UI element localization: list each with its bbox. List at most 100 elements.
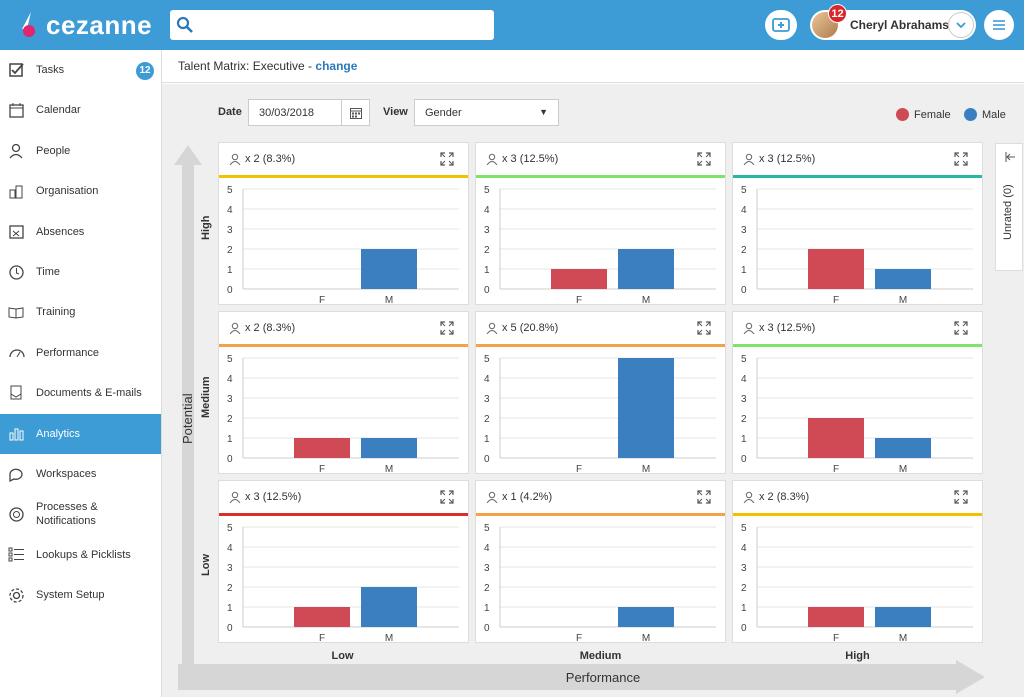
expand-icon[interactable] [954,152,968,166]
y-tick-label: 4 [227,205,233,216]
sidebar-item-absences[interactable]: Absences [0,212,161,252]
search-icon [176,16,193,33]
gear-icon [7,586,25,604]
sidebar-item-label: Processes & Notifications [36,500,98,528]
x-tick-label: M [642,464,650,473]
cell-header: x 3 (12.5%) [219,481,468,514]
chevron-down-icon[interactable] [948,12,974,38]
person-icon [743,322,755,334]
person-icon [229,153,241,165]
cell-bar-chart: 0 1 2 3 4 5 F M [741,185,973,304]
expand-icon[interactable] [440,490,454,504]
sidebar-item-workspaces[interactable]: Workspaces [0,454,161,494]
sidebar-item-people[interactable]: People [0,131,161,171]
people-icon [7,142,25,160]
male-bar[interactable] [875,438,931,458]
sidebar-item-label: Tasks [36,64,65,76]
female-bar[interactable] [808,607,864,627]
user-name: Cheryl Abrahams [850,18,949,32]
cell-accent-line [219,513,468,516]
sidebar-item-organisation[interactable]: Organisation [0,171,161,211]
female-swatch [896,108,909,121]
sidebar-item-analytics[interactable]: Analytics [0,413,161,454]
male-bar[interactable] [875,269,931,289]
expand-icon[interactable] [954,321,968,335]
sidebar-item-system-setup[interactable]: System Setup [0,575,161,615]
sidebar-item-documents-e-mails[interactable]: Documents & E-mails [0,373,161,413]
add-widget-button[interactable] [765,10,797,40]
female-bar[interactable] [294,607,350,627]
sidebar-item-lookups-picklists[interactable]: Lookups & Picklists [0,535,161,575]
collapse-left-icon[interactable] [1005,152,1015,162]
y-tick-label: 2 [227,414,233,425]
tasks-count-badge: 12 [136,62,154,80]
cell-header: x 1 (4.2%) [476,481,725,514]
y-tick-label: 5 [741,185,747,196]
male-bar[interactable] [618,607,674,627]
y-tick-label: 0 [484,623,490,634]
y-tick-label: 5 [227,523,233,534]
cell-header: x 3 (12.5%) [476,143,725,176]
male-bar[interactable] [361,587,417,627]
page-title: Talent Matrix: Executive - [178,59,316,73]
sidebar-item-performance[interactable]: Performance [0,333,161,373]
male-bar[interactable] [361,438,417,458]
y-tick-label: 0 [227,285,233,296]
col-label-high: High [845,650,870,662]
y-tick-label: 5 [484,523,490,534]
cell-bar-chart: 0 1 2 3 4 5 F M [227,523,459,642]
top-bar: cezanne 12 Cheryl Abrahams [0,0,1024,50]
change-link[interactable]: change [315,59,358,73]
expand-icon[interactable] [954,490,968,504]
y-tick-label: 0 [484,285,490,296]
female-bar[interactable] [294,438,350,458]
cell-count: x 2 (8.3%) [759,491,810,503]
logo[interactable]: cezanne [18,8,152,42]
search-input[interactable] [170,10,494,40]
hamburger-icon [993,20,1005,30]
logo-icon [22,12,35,37]
matrix-cell: x 2 (8.3%) 0 1 2 3 4 5 F M [218,142,469,305]
cell-header: x 5 (20.8%) [476,312,725,345]
expand-icon[interactable] [697,152,711,166]
expand-icon[interactable] [440,152,454,166]
breadcrumb: Talent Matrix: Executive - change [162,50,1024,83]
person-icon [486,153,498,165]
expand-icon[interactable] [697,490,711,504]
x-tick-label: M [385,295,393,304]
male-swatch [964,108,977,121]
sidebar-item-tasks[interactable]: Tasks 12 [0,50,161,90]
calendar-icon[interactable] [341,100,369,125]
sidebar-item-time[interactable]: Time [0,252,161,292]
unrated-panel[interactable]: Unrated (0) [995,143,1023,271]
date-field[interactable]: 30/03/2018 [248,99,370,126]
add-card-icon [772,18,790,32]
user-menu[interactable]: 12 Cheryl Abrahams [810,4,976,40]
female-bar[interactable] [551,269,607,289]
male-bar[interactable] [875,607,931,627]
sidebar-item-training[interactable]: Training [0,292,161,332]
main-menu-button[interactable] [984,10,1014,40]
cell-count: x 3 (12.5%) [759,322,816,334]
female-bar[interactable] [808,418,864,458]
bar-chart-icon [7,425,25,443]
cell-accent-line [476,513,725,516]
y-tick-label: 4 [484,374,490,385]
y-tick-label: 0 [227,454,233,465]
notification-badge[interactable]: 12 [828,4,847,23]
male-bar[interactable] [361,249,417,289]
male-bar[interactable] [618,249,674,289]
male-bar[interactable] [618,358,674,458]
sidebar-item-calendar[interactable]: Calendar [0,90,161,130]
sidebar-item-processes[interactable]: Processes & Notifications [0,494,161,534]
x-tick-label: F [833,295,839,304]
logo-text: cezanne [46,9,153,40]
y-tick-label: 4 [484,205,490,216]
female-bar[interactable] [808,249,864,289]
view-select[interactable]: Gender ▼ [414,99,559,126]
expand-icon[interactable] [697,321,711,335]
x-tick-label: M [642,295,650,304]
x-tick-label: M [899,633,907,642]
expand-icon[interactable] [440,321,454,335]
row-label-low: Low [200,554,212,576]
